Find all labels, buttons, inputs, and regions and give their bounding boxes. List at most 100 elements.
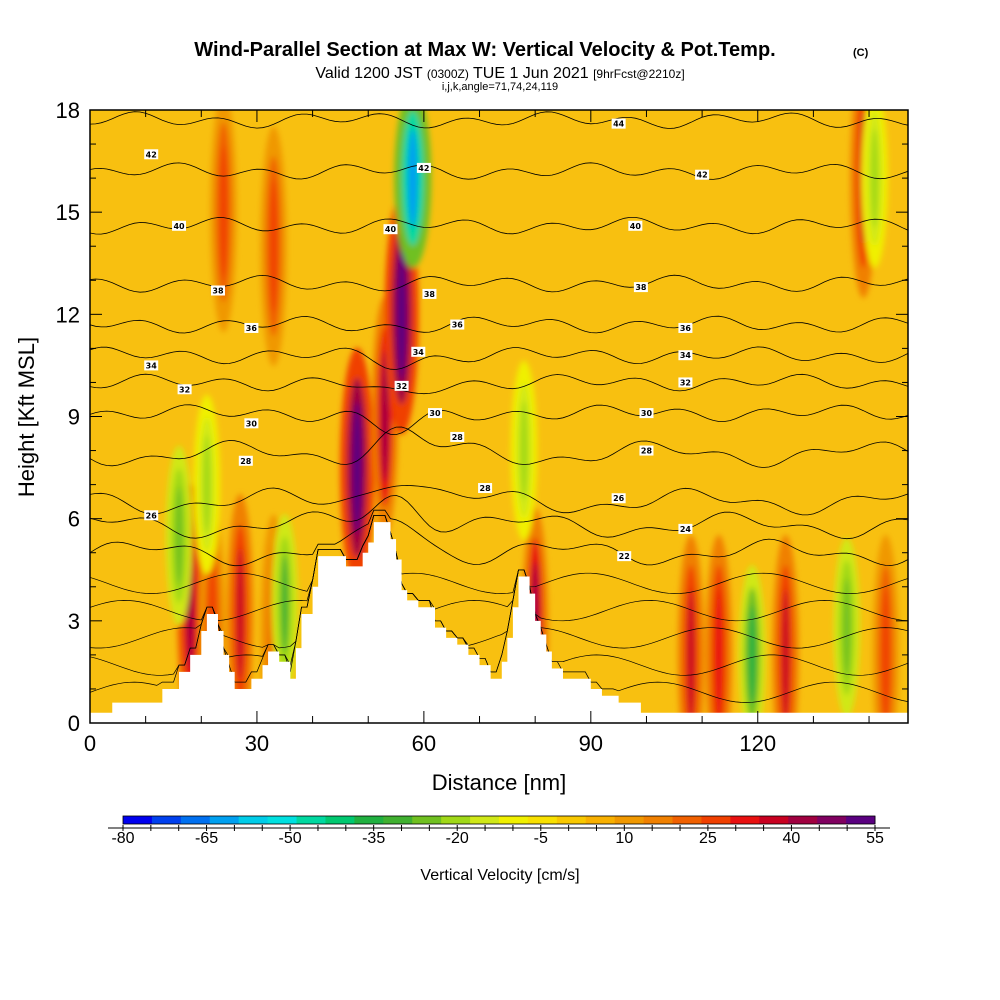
contour-label-text: 30	[246, 419, 258, 428]
contour-label-box	[394, 380, 409, 391]
contour-label-text: 42	[697, 171, 708, 180]
contour-label-text: 28	[480, 484, 492, 493]
valid-time: Valid 1200 JST	[315, 65, 423, 82]
contour-label-box	[416, 162, 431, 173]
colorbar-frame	[122, 815, 876, 825]
contour-label-box	[611, 118, 626, 129]
colorbar-swatch	[672, 816, 702, 824]
contour-label-27: 26	[611, 493, 626, 504]
colorbar-swatch	[123, 816, 153, 824]
isentrope-34	[90, 346, 908, 370]
contour-label-box	[633, 282, 648, 293]
contour-label-text: 44	[613, 120, 625, 129]
colorbar-tick-label: -80	[111, 830, 134, 847]
contour-label-text: 34	[146, 361, 158, 370]
colorbar-swatch	[643, 816, 674, 824]
y-tick-label: 6	[68, 507, 80, 532]
contour-label-2: 38	[210, 285, 225, 296]
isentrope-26	[90, 484, 908, 516]
forecast-info: [9hrFcst@2210z]	[593, 67, 685, 81]
updraft-core-6	[396, 248, 407, 381]
contour-label-25: 30	[639, 408, 654, 419]
contour-label-6: 30	[244, 418, 259, 429]
isentrope-36	[90, 315, 908, 334]
colorbar-swatch	[614, 816, 645, 824]
contour-label-box	[678, 377, 693, 388]
contour-label-5: 32	[177, 384, 192, 395]
contour-label-20: 40	[628, 220, 643, 231]
contour-label-box	[172, 220, 187, 231]
colorbar-tick-label: 25	[699, 830, 717, 847]
contour-label-22: 36	[678, 322, 693, 333]
contour-label-3: 36	[244, 322, 259, 333]
colorbar-swatch	[759, 816, 789, 824]
updraft-core-2	[236, 548, 244, 681]
contour-label-box	[478, 483, 493, 494]
contour-label-text: 42	[146, 150, 157, 159]
contour-label-box	[611, 493, 626, 504]
contour-label-21: 38	[633, 282, 648, 293]
contour-label-text: 38	[424, 290, 436, 299]
contour-label-text: 38	[212, 286, 224, 295]
contour-label-text: 36	[246, 324, 258, 333]
colorbar-swatch	[527, 816, 558, 824]
low-isentrope-3	[90, 514, 908, 622]
updraft-core-4	[352, 401, 362, 534]
contour-label-box	[678, 350, 693, 361]
isentrope-42	[90, 162, 908, 180]
contour-labels: 42 40 38 36 34 32 30 28 26 42 40 38 36 34 32 30 28 28 44 42…	[144, 118, 710, 562]
y-axis-label: Height [Kft MSL]	[14, 337, 39, 497]
valid-utc: (0300Z)	[427, 67, 469, 81]
contour-label-7: 28	[238, 455, 253, 466]
contour-label-19: 42	[695, 169, 710, 180]
contour-label-14: 32	[394, 380, 409, 391]
contour-label-box	[383, 224, 398, 235]
colorbar-swatch	[556, 816, 587, 824]
downdraft-core-3	[407, 128, 418, 228]
y-tick-label: 18	[56, 98, 80, 123]
low-isentrope-2	[90, 514, 908, 649]
y-tick-label: 9	[68, 405, 80, 430]
contour-label-text: 34	[680, 351, 692, 360]
contour-label-text: 36	[452, 321, 464, 330]
isentrope-22	[90, 509, 908, 567]
contour-label-box	[695, 169, 710, 180]
contour-label-text: 32	[179, 385, 190, 394]
chart-subtitle: Valid 1200 JST (0300Z) TUE 1 Jun 2021 [9…	[315, 65, 684, 82]
contour-label-box	[144, 360, 159, 371]
colorbar-swatch	[383, 816, 413, 824]
contour-label-text: 28	[452, 433, 464, 442]
colorbar-swatch	[238, 816, 269, 824]
contour-label-box	[244, 322, 259, 333]
contour-label-12: 36	[450, 319, 465, 330]
contour-label-8: 26	[144, 510, 159, 521]
contour-label-28: 24	[678, 523, 693, 534]
colorbar-swatch	[296, 816, 326, 824]
chart-title: Wind-Parallel Section at Max W: Vertical…	[194, 39, 775, 61]
colorbar-swatch	[499, 816, 529, 824]
colorbar-tick-label: -5	[534, 830, 548, 847]
downdraft-core-0	[175, 486, 183, 586]
x-tick-label: 120	[739, 731, 776, 756]
contour-label-text: 24	[680, 525, 692, 534]
updraft-core-8	[270, 180, 278, 313]
contour-label-text: 40	[630, 222, 642, 231]
colorbar-swatch	[354, 816, 384, 824]
contour-label-text: 28	[240, 457, 252, 466]
colorbar-swatch	[180, 816, 211, 824]
colorbar: -80 -65 -50 -35 -20 -5 10 25 40 55	[108, 815, 890, 847]
grid-indices: i,j,k,angle=71,74,24,119	[442, 81, 558, 93]
contour-label-box	[428, 408, 443, 419]
low-isentrope-1	[90, 514, 908, 676]
contour-label-15: 30	[428, 408, 443, 419]
contour-label-box	[678, 523, 693, 534]
contour-label-box	[422, 288, 437, 299]
isentrope-contours	[90, 111, 908, 703]
colorbar-swatch	[470, 816, 500, 824]
isentrope-44	[90, 111, 908, 129]
updraft-core-14	[882, 588, 890, 721]
colorbar-swatch	[209, 816, 240, 824]
colorbar-swatch	[817, 816, 847, 824]
y-tick-label: 3	[68, 609, 80, 634]
